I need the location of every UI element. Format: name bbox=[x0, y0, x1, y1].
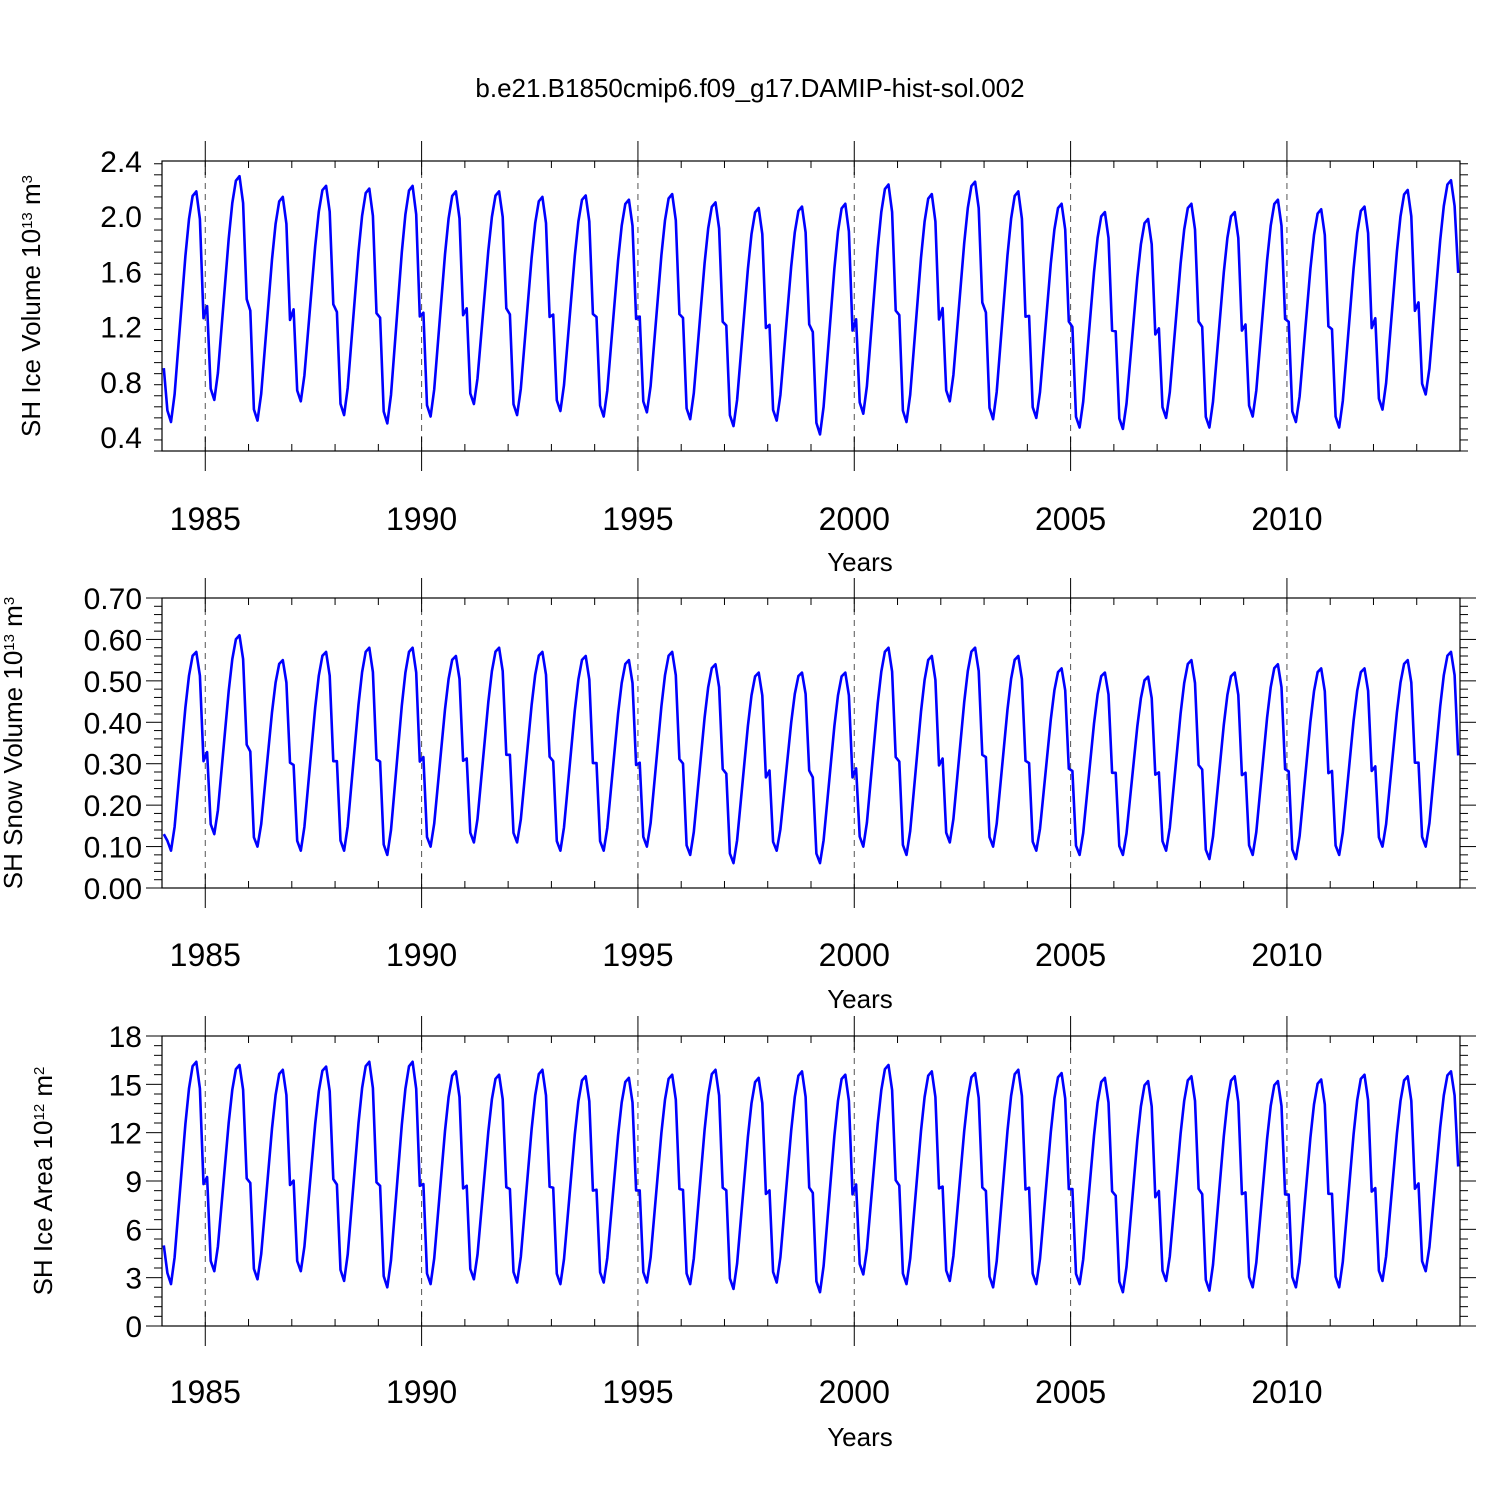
snow-volume-ylabel-ylabel-unit-exp: 3 bbox=[1, 597, 18, 605]
ice-area-xtick-label: 1985 bbox=[170, 1374, 241, 1410]
snow-volume-ytick-label: 0.60 bbox=[84, 624, 142, 657]
ice-area-ylabel-ylabel: SH Ice Area 10 bbox=[28, 1121, 58, 1296]
snow-volume-series-line bbox=[162, 634, 1460, 865]
ice-volume-ytick-label: 2.4 bbox=[100, 146, 142, 179]
ice-area-frame bbox=[161, 1035, 1461, 1327]
ice-volume-ytick-label: 0.8 bbox=[100, 367, 142, 400]
ice-area-xtick-label: 2000 bbox=[819, 1374, 890, 1410]
ice-area-ylabel-ylabel-unit-exp: 2 bbox=[31, 1067, 48, 1075]
ice-volume-panel: 0.4 0.8 1.2 1.6 2.0 2.4 1985 1990 1995 2000 2005 20… bbox=[16, 141, 1468, 577]
snow-volume-frame bbox=[161, 597, 1461, 889]
ice-volume-ytick-label: 0.4 bbox=[100, 422, 142, 455]
snow-volume-xtick-label: 1985 bbox=[170, 937, 241, 973]
ice-volume-xtick-label: 2005 bbox=[1035, 501, 1106, 537]
snow-volume-xtick-label: 1995 bbox=[602, 937, 673, 973]
snow-volume-panel: 0.00 0.10 0.20 0.30 0.40 0.50 0.60 0.70 1985 1990… bbox=[0, 578, 1476, 1014]
ice-area-ytick-label: 12 bbox=[109, 1118, 142, 1151]
ice-area-ytick-label: 15 bbox=[109, 1069, 142, 1102]
ice-volume-ytick-label: 1.6 bbox=[100, 256, 142, 289]
snow-volume-ylabel-ylabel-unit: m bbox=[0, 605, 28, 634]
ice-volume-xtick-label: 2010 bbox=[1251, 501, 1322, 537]
ice-volume-ylabel: SH Ice Volume 1013 m3 bbox=[16, 175, 46, 437]
ice-volume-xtick-label: 1995 bbox=[602, 501, 673, 537]
figure-title: b.e21.B1850cmip6.f09_g17.DAMIP-hist-sol.… bbox=[475, 73, 1024, 103]
ice-volume-xtick-label: 1990 bbox=[386, 501, 457, 537]
snow-volume-ytick-label: 0.70 bbox=[84, 583, 142, 616]
snow-volume-ylabel-ylabel-exp: 13 bbox=[1, 634, 18, 651]
ice-area-ylabel: SH Ice Area 1012 m2 bbox=[28, 1067, 58, 1296]
ice-area-ytick-label: 6 bbox=[125, 1214, 142, 1247]
snow-volume-xtick-label: 2005 bbox=[1035, 937, 1106, 973]
ice-volume-ylabel-ylabel: SH Ice Volume 10 bbox=[16, 229, 46, 437]
ice-area-xtick-label: 2005 bbox=[1035, 1374, 1106, 1410]
ice-volume-frame bbox=[161, 160, 1461, 452]
ice-area-series-line bbox=[162, 1060, 1460, 1294]
snow-volume-ytick-label: 0.50 bbox=[84, 666, 142, 699]
ice-volume-ytick-label: 1.2 bbox=[100, 312, 142, 345]
ice-area-ytick-label: 9 bbox=[125, 1166, 142, 1199]
ice-area-xtick-label: 2010 bbox=[1251, 1374, 1322, 1410]
snow-volume-xlabel: Years bbox=[827, 984, 893, 1014]
ice-area-ytick-label: 0 bbox=[125, 1311, 142, 1344]
snow-volume-xtick-label: 2010 bbox=[1251, 937, 1322, 973]
ice-volume-series-line bbox=[162, 174, 1460, 436]
ice-volume-xtick-label: 1985 bbox=[170, 501, 241, 537]
snow-volume-ylabel: SH Snow Volume 1013 m3 bbox=[0, 597, 28, 889]
ice-volume-ylabel-ylabel-unit: m bbox=[16, 183, 46, 212]
ice-volume-ylabel-ylabel-exp: 13 bbox=[19, 212, 36, 229]
ice-volume-ylabel-ylabel-unit-exp: 3 bbox=[19, 175, 36, 183]
snow-volume-ytick-label: 0.10 bbox=[84, 832, 142, 865]
snow-volume-ytick-label: 0.30 bbox=[84, 749, 142, 782]
ice-area-ylabel-ylabel-exp: 12 bbox=[31, 1104, 48, 1121]
ice-area-xtick-label: 1995 bbox=[602, 1374, 673, 1410]
snow-volume-ylabel-ylabel: SH Snow Volume 10 bbox=[0, 651, 28, 889]
ice-area-xtick-label: 1990 bbox=[386, 1374, 457, 1410]
snow-volume-ytick-label: 0.40 bbox=[84, 707, 142, 740]
snow-volume-ytick-label: 0.00 bbox=[84, 873, 142, 906]
snow-volume-ytick-label: 0.20 bbox=[84, 790, 142, 823]
ice-area-panel: 0 3 6 9 12 15 18 1985 1990 1995 2000 2005 2010 Years S… bbox=[28, 1016, 1476, 1452]
ice-area-ytick-label: 18 bbox=[109, 1021, 142, 1054]
ice-area-xlabel: Years bbox=[827, 1422, 893, 1452]
ice-volume-xlabel: Years bbox=[827, 547, 893, 577]
snow-volume-xtick-label: 2000 bbox=[819, 937, 890, 973]
snow-volume-xtick-label: 1990 bbox=[386, 937, 457, 973]
ice-volume-ytick-label: 2.0 bbox=[100, 201, 142, 234]
ice-volume-xtick-label: 2000 bbox=[819, 501, 890, 537]
ice-area-ylabel-ylabel-unit: m bbox=[28, 1075, 58, 1104]
ice-area-ytick-label: 3 bbox=[125, 1263, 142, 1296]
